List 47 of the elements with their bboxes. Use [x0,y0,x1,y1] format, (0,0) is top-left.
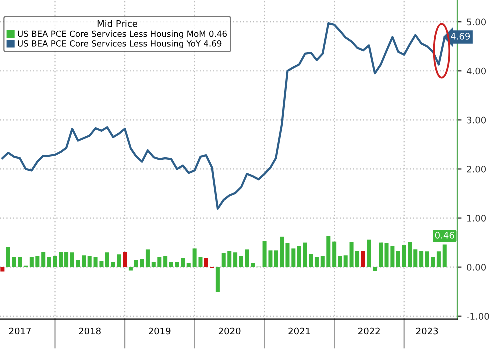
x-tick-label: 2022 [358,328,380,335]
bar [204,258,208,268]
legend-title: Mid Price [98,20,138,28]
bar [164,256,168,268]
bar [234,252,238,268]
bar [128,267,133,271]
bar [402,245,406,268]
bar [0,267,5,272]
y-tick-label: 0.00 [467,264,486,271]
bar [105,252,110,268]
x-tick-label: 2019 [149,328,171,335]
y-tick-label: 5.00 [467,18,486,26]
bar [216,267,220,292]
legend-label: US BEA PCE Core Services Less Housing MoM 0.46 [18,30,227,39]
bar [186,263,191,268]
bar [82,256,86,268]
bar [442,244,447,268]
bar [373,267,378,272]
bar [181,258,186,268]
data-label: 4.69 [451,33,470,40]
y-tick-label: 4.00 [466,68,486,75]
y-tick-label: 2.00 [467,166,486,173]
bar [420,251,424,268]
bar [379,242,384,268]
bar [146,250,150,268]
y-tick-label: -1.00 [466,313,490,320]
bar [123,252,128,268]
y-tick-label: 1.00 [468,215,486,222]
bar [436,252,441,268]
x-tick-label: 2017 [9,328,31,335]
bar [88,256,92,268]
bar [332,242,337,268]
bar [42,252,46,268]
bar [6,247,10,268]
y-tick-label: 3.00 [467,116,486,124]
legend-label: US BEA PCE Core Services Less Housing YoY 4.69 [18,40,222,48]
bar [361,251,366,268]
x-tick-label: 2021 [288,328,310,335]
x-tick-label: 2018 [79,328,101,335]
bar [251,263,256,268]
bar [396,251,400,268]
x-tick-label: 2020 [218,328,241,335]
data-label: 0.46 [435,232,454,239]
bar [297,246,302,268]
bar [292,248,296,268]
bar [367,240,372,268]
x-tick-label: 2023 [416,328,438,335]
